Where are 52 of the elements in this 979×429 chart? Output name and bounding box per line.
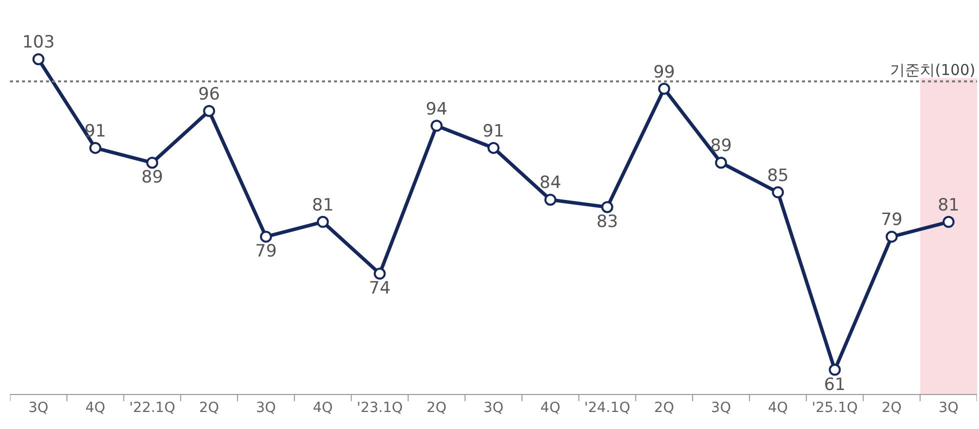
x-tick-label: 2Q	[199, 400, 220, 416]
data-label: 103	[22, 32, 55, 53]
point	[544, 194, 556, 206]
point	[715, 156, 728, 169]
point	[828, 364, 841, 376]
data-label: 81	[938, 195, 960, 216]
x-tick-label: 3Q	[256, 400, 276, 416]
x-tick-label: '22.1Q	[129, 400, 176, 416]
point	[316, 216, 329, 228]
point	[203, 104, 216, 117]
data-label: 74	[368, 278, 391, 299]
data-label: 84	[540, 173, 562, 194]
point	[886, 230, 898, 243]
x-tick-label: 2Q	[426, 400, 447, 416]
point	[146, 156, 158, 169]
x-tick-label: 2Q	[654, 400, 674, 416]
x-tick-label: 3Q	[484, 400, 504, 416]
data-label: 81	[312, 195, 334, 216]
x-tick-label: 3Q	[711, 400, 731, 416]
data-label: 85	[767, 166, 789, 186]
x-tick-label: 4Q	[768, 400, 788, 416]
point	[32, 53, 44, 66]
data-label: 94	[426, 99, 448, 120]
point	[89, 142, 102, 154]
x-tick-label: 3Q	[938, 400, 959, 416]
data-label: 89	[141, 168, 164, 188]
x-tick-label: '23.1Q	[356, 400, 403, 416]
x-tick-label: 4Q	[312, 400, 333, 416]
point	[430, 120, 443, 132]
point	[601, 201, 614, 214]
data-label: 79	[255, 242, 277, 262]
point	[488, 142, 500, 154]
x-tick-label: 3Q	[28, 400, 48, 416]
data-label: 89	[710, 136, 732, 156]
data-label: 79	[880, 210, 902, 230]
point	[658, 82, 670, 95]
data-label: 83	[596, 212, 618, 232]
data-label: 91	[482, 121, 504, 142]
point	[374, 268, 386, 280]
x-tick-label: 2Q	[882, 400, 902, 416]
data-label: 96	[198, 84, 220, 104]
ref-line-label: 기준치(100)	[890, 61, 976, 79]
data-label: 99	[653, 62, 675, 82]
data-label: 61	[824, 374, 846, 395]
x-tick-label: '24.1Q	[584, 400, 630, 416]
data-label: 91	[84, 121, 106, 142]
point	[772, 186, 784, 198]
x-tick-label: 4Q	[540, 400, 560, 416]
x-tick-label: 4Q	[85, 400, 106, 416]
point	[260, 230, 272, 243]
point	[942, 216, 955, 228]
x-tick-label: '25.1Q	[812, 400, 858, 416]
